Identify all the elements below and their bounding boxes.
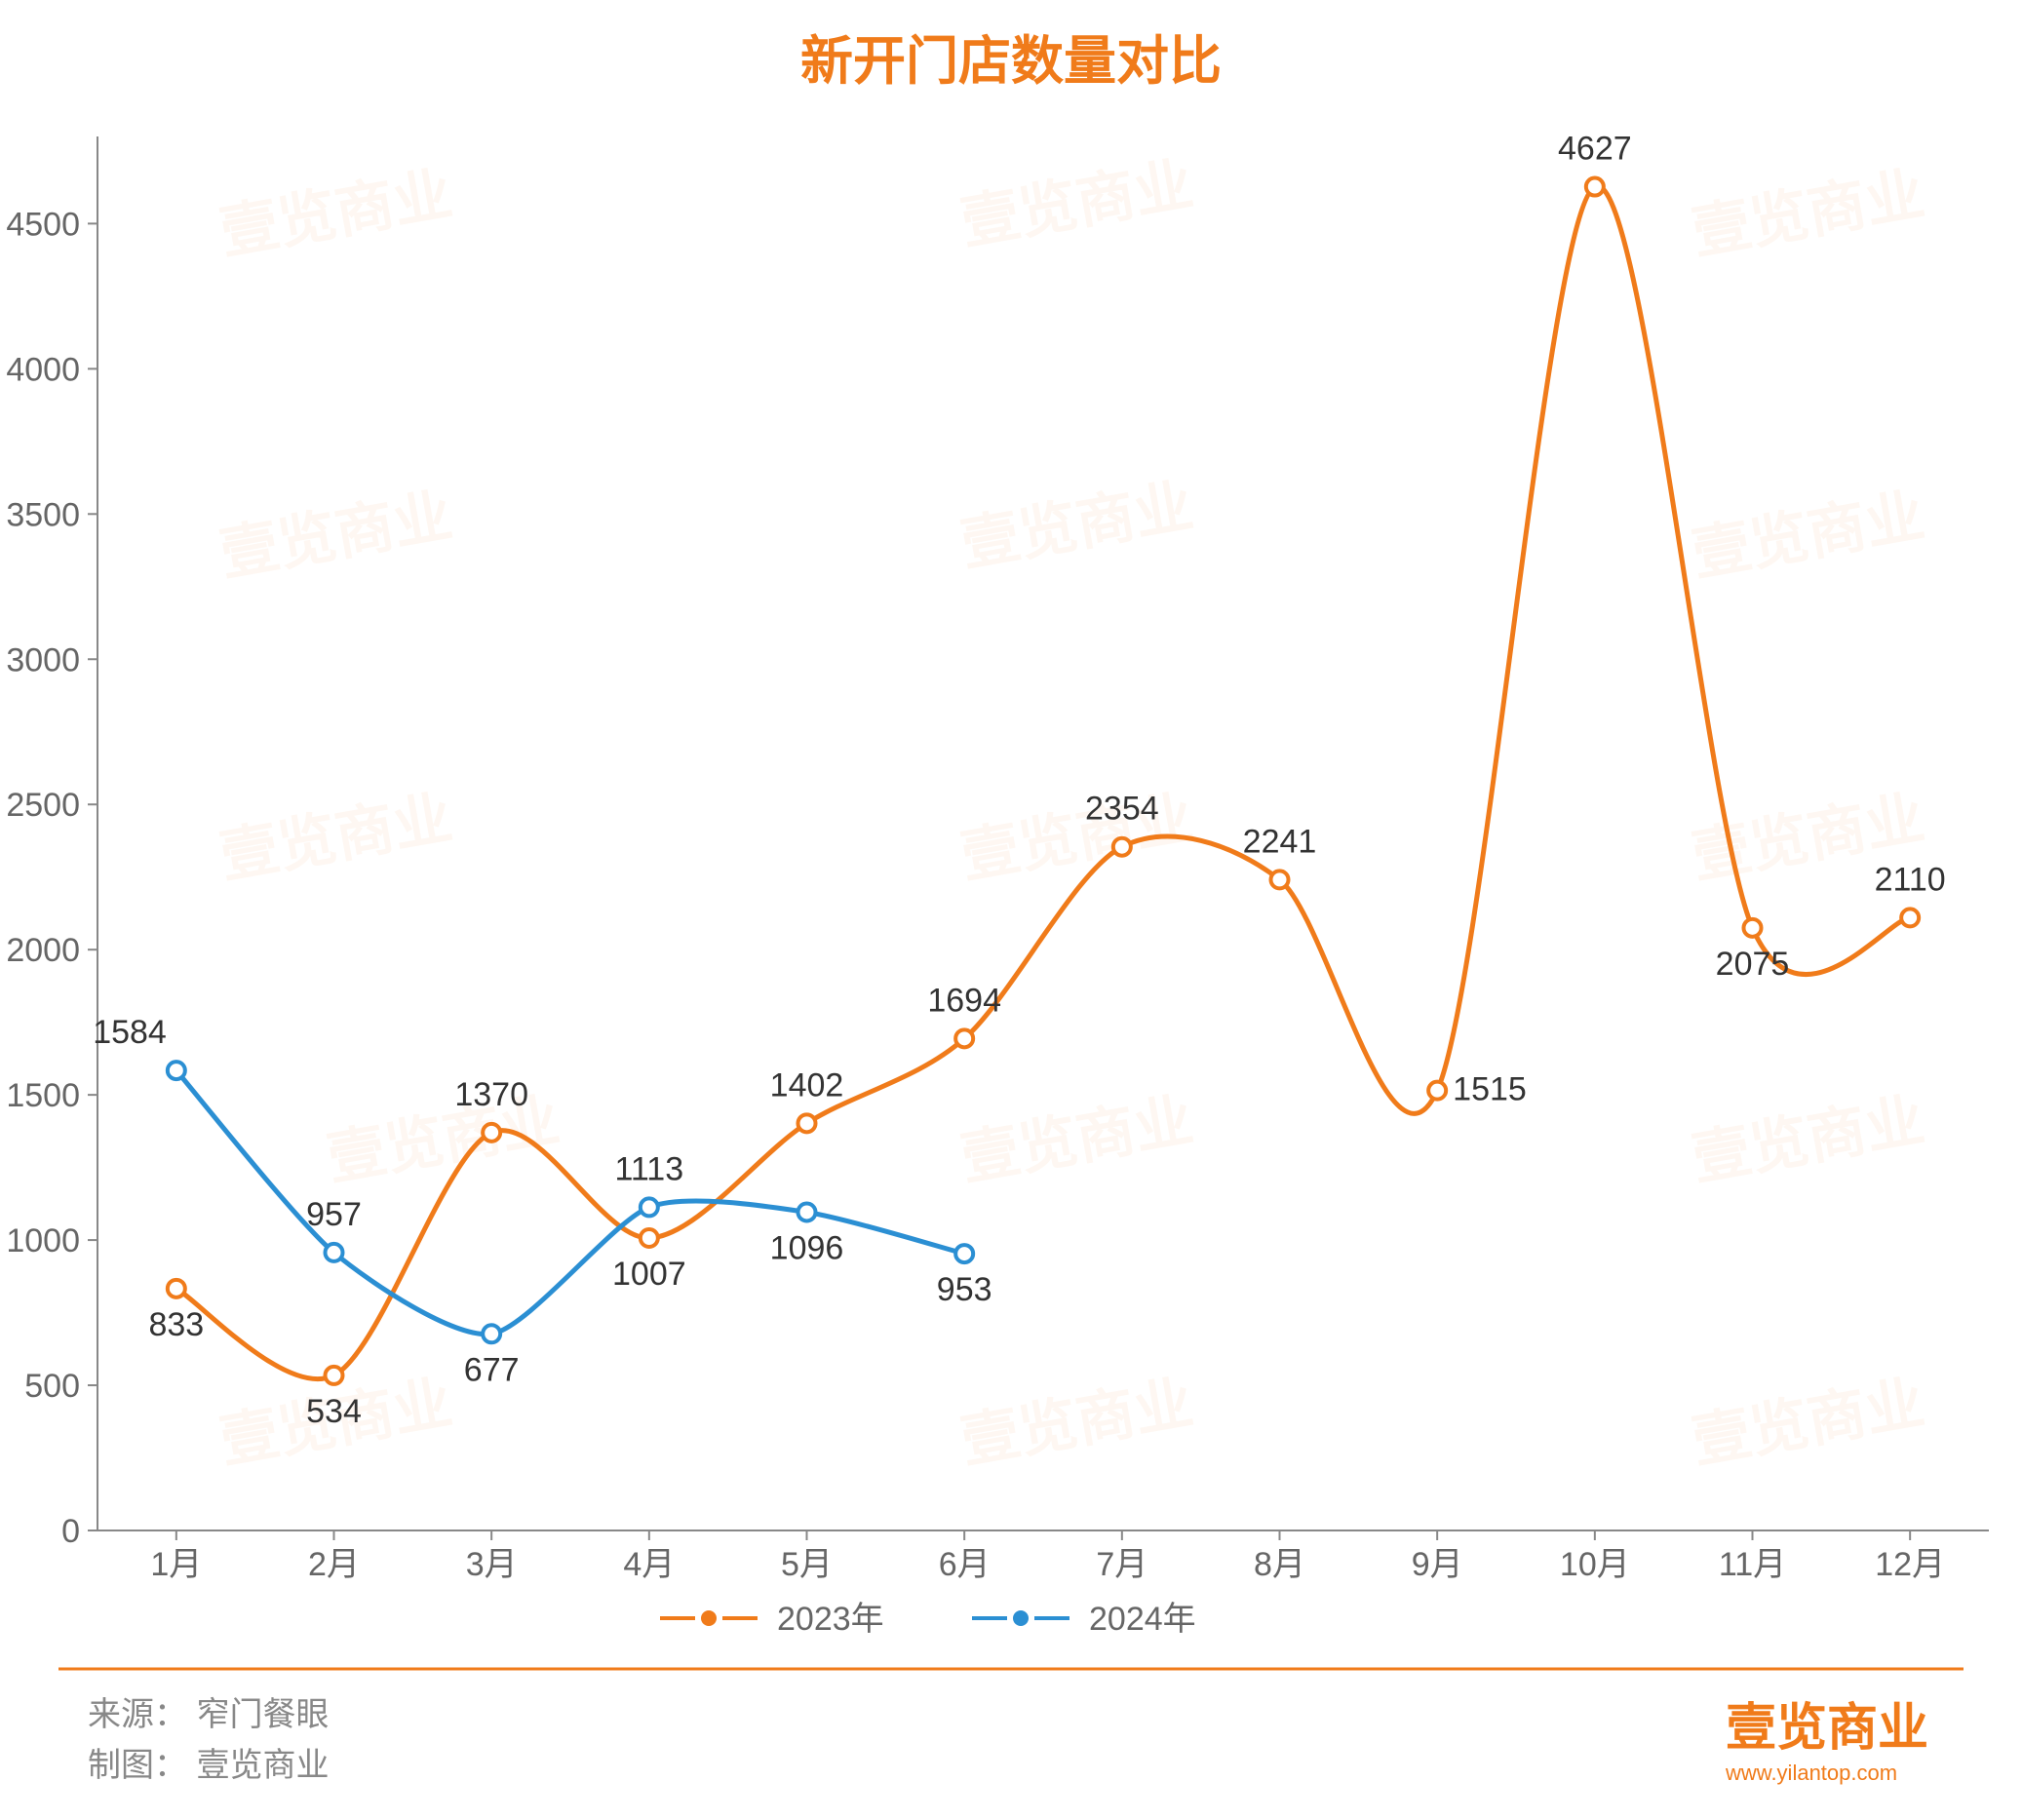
- x-tick-label: 7月: [1096, 1546, 1147, 1583]
- data-label: 1007: [612, 1256, 686, 1293]
- x-tick-label: 3月: [466, 1546, 518, 1583]
- line-chart: 壹览商业壹览商业壹览商业壹览商业壹览商业壹览商业壹览商业壹览商业壹览商业壹览商业…: [0, 0, 2022, 1820]
- y-tick-label: 2000: [6, 932, 80, 969]
- data-label: 2075: [1716, 946, 1790, 983]
- series-marker: [1271, 871, 1289, 888]
- y-tick-label: 1500: [6, 1077, 80, 1114]
- y-tick-label: 1000: [6, 1222, 80, 1259]
- data-label: 534: [306, 1393, 362, 1430]
- series-marker: [798, 1114, 816, 1132]
- data-label: 957: [306, 1196, 362, 1233]
- x-tick-label: 11月: [1719, 1546, 1786, 1583]
- x-tick-label: 2月: [308, 1546, 360, 1583]
- data-label: 1113: [615, 1150, 684, 1187]
- watermark: 壹览商业: [956, 151, 1198, 256]
- y-tick-label: 4000: [6, 351, 80, 388]
- series-marker: [1586, 178, 1604, 196]
- watermark: 壹览商业: [956, 1087, 1198, 1192]
- series-marker: [168, 1062, 185, 1079]
- footer-maker: 制图： 壹览商业: [88, 1747, 329, 1784]
- series-line-1: [176, 1070, 964, 1335]
- series-marker: [483, 1124, 500, 1142]
- footer-source: 来源： 窄门餐眼: [88, 1696, 329, 1733]
- data-label: 677: [464, 1351, 520, 1388]
- data-label: 1370: [454, 1076, 528, 1113]
- watermark: 壹览商业: [215, 161, 457, 266]
- data-label: 2354: [1085, 791, 1159, 828]
- legend-label: 2023年: [777, 1601, 884, 1638]
- data-label: 1584: [93, 1014, 167, 1051]
- series-marker: [326, 1367, 343, 1384]
- x-tick-label: 6月: [939, 1546, 991, 1583]
- legend-label: 2024年: [1089, 1601, 1196, 1638]
- watermark: 壹览商业: [1688, 1087, 1929, 1192]
- watermark: 壹览商业: [1688, 483, 1929, 588]
- x-tick-label: 4月: [623, 1546, 675, 1583]
- watermark: 壹览商业: [215, 483, 457, 588]
- series-marker: [1113, 838, 1131, 856]
- logo-url: www.yilantop.com: [1725, 1761, 1897, 1785]
- data-label: 1402: [770, 1066, 844, 1104]
- y-tick-label: 3500: [6, 496, 80, 533]
- series-marker: [326, 1244, 343, 1261]
- series-marker: [168, 1280, 185, 1297]
- x-tick-label: 5月: [781, 1546, 833, 1583]
- x-tick-label: 1月: [150, 1546, 202, 1583]
- watermark: 壹览商业: [956, 1370, 1198, 1475]
- data-label: 2241: [1243, 823, 1317, 860]
- legend-marker: [1013, 1610, 1029, 1626]
- x-tick-label: 8月: [1254, 1546, 1305, 1583]
- logo-text: 壹览商业: [1726, 1700, 1928, 1757]
- y-tick-label: 4500: [6, 206, 80, 243]
- series-marker: [1744, 919, 1762, 937]
- watermark: 壹览商业: [1688, 161, 1929, 266]
- watermark: 壹览商业: [956, 473, 1198, 578]
- series-marker: [1901, 909, 1919, 926]
- data-label: 4627: [1558, 131, 1632, 168]
- watermark: 壹览商业: [215, 785, 457, 890]
- data-label: 953: [937, 1271, 992, 1308]
- legend-marker: [701, 1610, 717, 1626]
- y-tick-label: 500: [24, 1368, 80, 1405]
- y-tick-label: 2500: [6, 787, 80, 824]
- data-label: 2110: [1875, 861, 1946, 898]
- series-marker: [641, 1229, 658, 1247]
- series-marker: [955, 1245, 973, 1262]
- x-tick-label: 10月: [1560, 1546, 1630, 1583]
- watermark: 壹览商业: [1688, 1370, 1929, 1475]
- data-label: 1515: [1453, 1071, 1527, 1108]
- x-tick-label: 9月: [1412, 1546, 1463, 1583]
- data-label: 833: [148, 1306, 204, 1343]
- data-label: 1096: [770, 1229, 844, 1266]
- chart-container: 新开门店数量对比 壹览商业壹览商业壹览商业壹览商业壹览商业壹览商业壹览商业壹览商…: [0, 0, 2022, 1820]
- series-marker: [955, 1029, 973, 1047]
- y-tick-label: 0: [61, 1513, 80, 1550]
- series-marker: [483, 1325, 500, 1342]
- series-marker: [641, 1198, 658, 1216]
- data-label: 1694: [927, 982, 1001, 1019]
- series-marker: [798, 1203, 816, 1220]
- x-tick-label: 12月: [1875, 1546, 1945, 1583]
- y-tick-label: 3000: [6, 641, 80, 678]
- series-marker: [1428, 1082, 1446, 1100]
- series-line-0: [176, 186, 1910, 1379]
